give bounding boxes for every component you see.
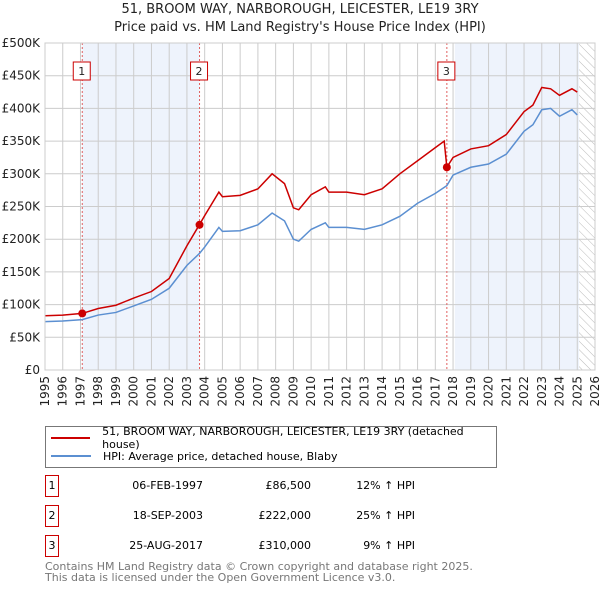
x-tick-label: 2009	[286, 376, 300, 407]
legend-blue-line	[51, 455, 91, 457]
y-tick-label: £50K	[9, 330, 41, 344]
sale-hpi: 12% ↑ HPI	[356, 479, 415, 492]
x-tick-label: 1997	[73, 376, 87, 407]
y-tick-label: £200K	[2, 232, 42, 246]
x-tick-label: 2003	[180, 376, 194, 407]
sale-date: 25-AUG-2017	[129, 539, 203, 552]
x-tick-label: 2025	[570, 376, 584, 407]
x-tick-label: 2013	[357, 376, 371, 407]
sale-label-box	[72, 61, 91, 81]
y-tick-label: £450K	[2, 69, 42, 83]
plot-border	[44, 42, 596, 371]
price-chart: 1995 1996 1997 1998 1999 2000 2001 2002 2003 2004…	[2, 36, 600, 407]
x-tick-label: 2022	[517, 376, 531, 407]
y-tick-label: £150K	[2, 265, 42, 279]
legend-red-line	[51, 437, 91, 439]
sale-price: £86,500	[265, 479, 312, 492]
sale-row: 2 18-SEP-2003 £222,000 25% ↑ HPI	[45, 505, 445, 527]
x-tick-label: 2020	[482, 376, 496, 407]
sale-price: £222,000	[258, 509, 312, 522]
x-tick-label: 1998	[91, 376, 105, 407]
y-tick-label: £500K	[2, 36, 42, 50]
sale-number: 3	[45, 535, 59, 557]
sale-date: 06-FEB-1997	[132, 479, 203, 492]
x-tick-label: 2001	[144, 376, 158, 407]
x-tick-label: 2024	[553, 376, 567, 407]
x-tick-label: 2000	[127, 376, 141, 407]
sale-hpi: 9% ↑ HPI	[363, 539, 415, 552]
x-tick-label: 2026	[588, 376, 600, 407]
sale-label: 2	[196, 65, 203, 78]
x-tick-label: 2021	[499, 376, 513, 407]
x-tick-label: 2008	[269, 376, 283, 407]
chart-subtitle: Price paid vs. HM Land Registry's House …	[114, 20, 486, 35]
sale-label-box	[190, 61, 209, 81]
sale-row: 1 06-FEB-1997 £86,500 12% ↑ HPI	[45, 475, 445, 497]
x-tick-label: 2006	[233, 376, 247, 407]
x-tick-label: 2018	[446, 376, 460, 407]
sale-label: 1	[78, 65, 85, 78]
sale-number: 2	[45, 505, 59, 527]
y-tick-label: £100K	[2, 298, 42, 312]
x-tick-label: 1999	[109, 376, 123, 407]
footer-licence: This data is licensed under the Open Gov…	[45, 571, 396, 584]
y-tick-label: £250K	[2, 200, 42, 214]
sale-number: 1	[45, 475, 59, 497]
x-tick-label: 2010	[304, 376, 318, 407]
y-tick-label: £400K	[2, 101, 42, 115]
x-tick-label: 2007	[251, 376, 265, 407]
x-tick-label: 2011	[322, 376, 336, 407]
y-tick-label: £0	[25, 363, 40, 377]
sale-label: 3	[443, 65, 450, 78]
x-tick-label: 2017	[428, 376, 442, 407]
sale-point	[195, 220, 204, 229]
x-tick-label: 2005	[215, 376, 229, 407]
x-tick-label: 1996	[56, 376, 70, 407]
legend-label-hpi: HPI: Average price, detached house, Blab…	[103, 449, 338, 463]
x-tick-label: 2004	[198, 376, 212, 407]
property-price-line	[44, 86, 578, 317]
x-tick-label: 2015	[393, 376, 407, 407]
x-tick-label: 2012	[340, 376, 354, 407]
x-tick-label: 1995	[38, 376, 52, 407]
hpi-line	[44, 107, 578, 323]
y-tick-label: £300K	[2, 167, 42, 181]
sale-hpi: 25% ↑ HPI	[356, 509, 415, 522]
x-tick-label: 2014	[375, 376, 389, 407]
x-tick-label: 2002	[162, 376, 176, 407]
sale-date: 18-SEP-2003	[132, 509, 203, 522]
legend: 51, BROOM WAY, NARBOROUGH, LEICESTER, LE…	[45, 425, 497, 468]
chart-title: 51, BROOM WAY, NARBOROUGH, LEICESTER, LE…	[121, 2, 479, 17]
sale-label-box	[437, 61, 456, 81]
legend-label-property: 51, BROOM WAY, NARBOROUGH, LEICESTER, LE…	[102, 425, 464, 451]
x-tick-label: 2023	[535, 376, 549, 407]
sale-point	[78, 309, 87, 318]
sale-row: 3 25-AUG-2017 £310,000 9% ↑ HPI	[45, 535, 445, 557]
x-tick-label: 2016	[411, 376, 425, 407]
y-tick-label: £350K	[2, 134, 42, 148]
x-tick-label: 2019	[464, 376, 478, 407]
sale-point	[442, 163, 451, 172]
footer-copyright: Contains HM Land Registry data © Crown c…	[45, 560, 473, 573]
sale-price: £310,000	[258, 539, 312, 552]
